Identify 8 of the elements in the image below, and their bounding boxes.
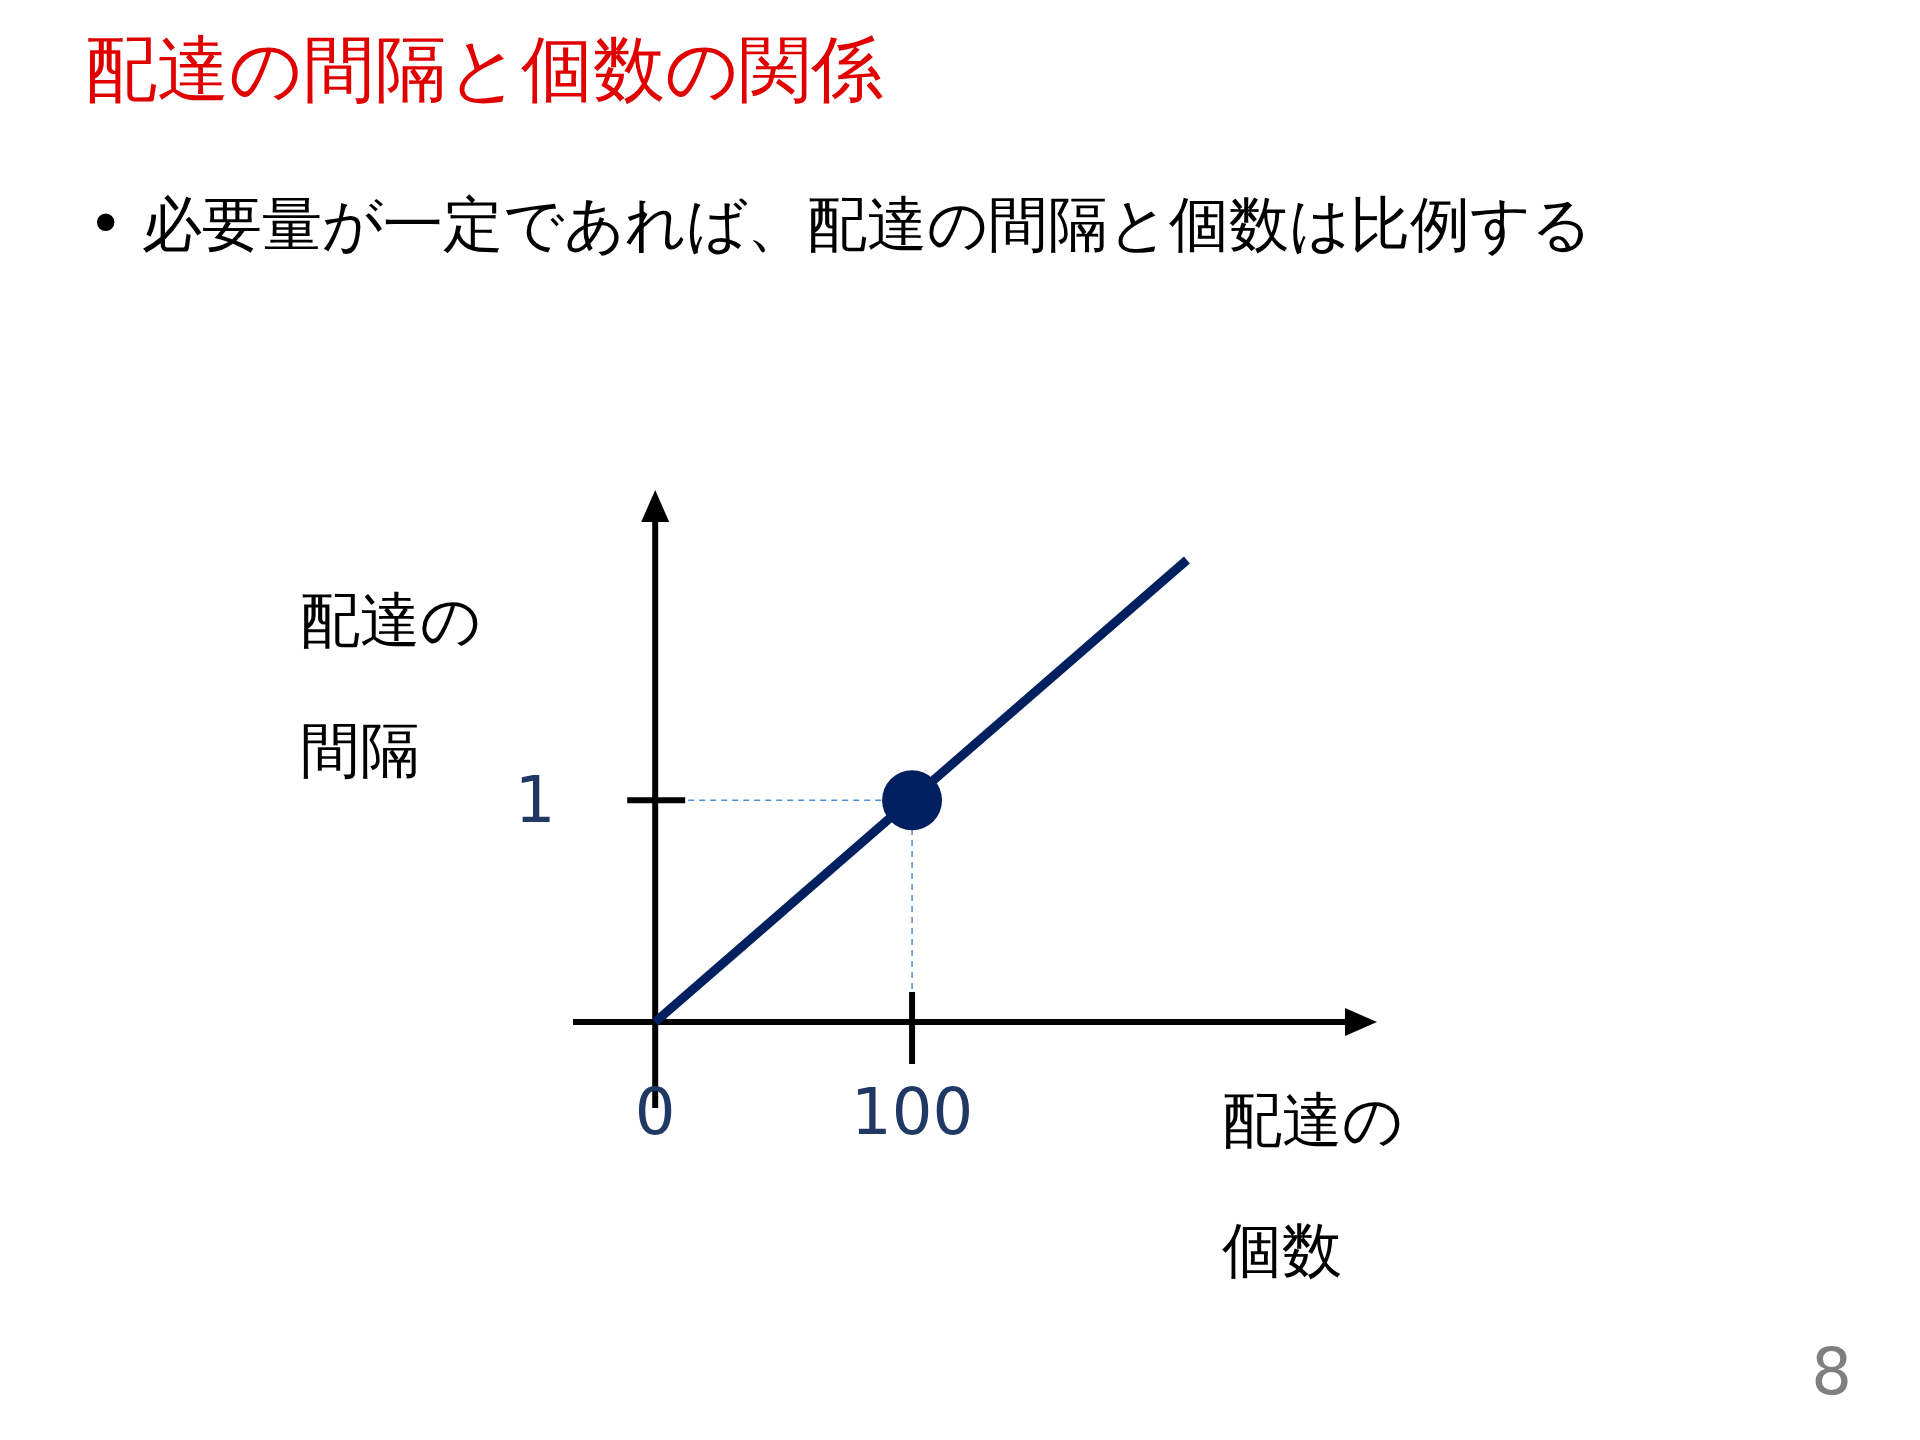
annotation: 1 <box>514 763 556 838</box>
x-tick-label: 100 <box>850 1075 974 1149</box>
chart-title: 配達の間隔と個数の関係 <box>85 26 883 113</box>
y-axis-title: 配達の間隔 <box>300 585 481 785</box>
x-axis-title: 配達の個数 <box>1222 1084 1404 1287</box>
text: 8 <box>1811 1335 1852 1409</box>
chart-subtitle: • 必要量が一定であれば、配達の間隔と個数は比例する <box>88 188 1594 261</box>
x-tick-label: 0 <box>634 1075 676 1149</box>
